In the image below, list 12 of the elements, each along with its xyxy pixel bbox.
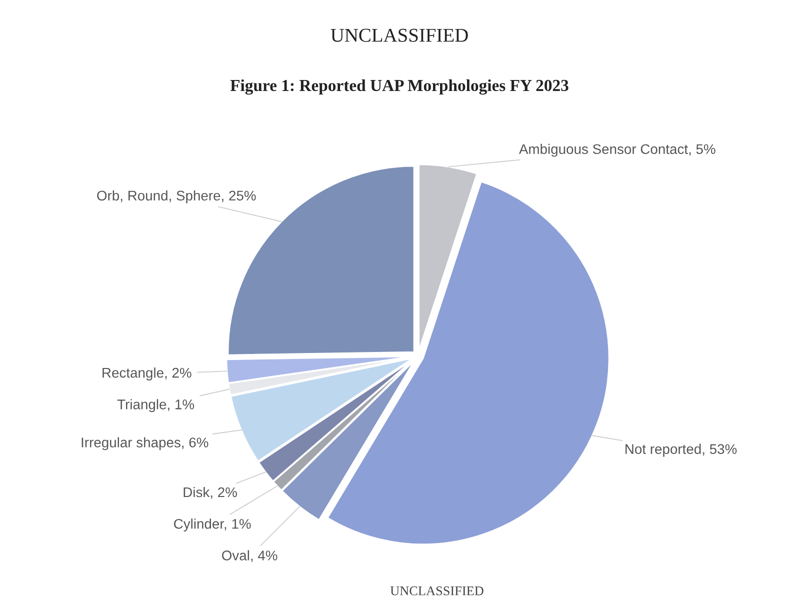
slice-label: Oval, 4% (222, 550, 278, 562)
slice-label: Triangle, 1% (117, 399, 194, 412)
text: UNCLASSIFIED (330, 28, 468, 42)
text: UNCLASSIFIED (390, 586, 484, 596)
slice-label: Not reported, 53% (626, 444, 737, 457)
slice-label: Rectangle, 2% (102, 368, 192, 380)
slice-label: Cylinder, 1% (174, 518, 251, 532)
slice-label: Disk, 2% (184, 486, 237, 499)
slice-label: Ambiguous Sensor Contact, 5% (518, 144, 716, 157)
chart-title: Figure 1: Reported UAP Morphologies FY 2023 (230, 79, 568, 95)
slice-label: Irregular shapes, 6% (82, 437, 208, 450)
slice-label: Orb, Round, Sphere, 25% (97, 190, 256, 204)
